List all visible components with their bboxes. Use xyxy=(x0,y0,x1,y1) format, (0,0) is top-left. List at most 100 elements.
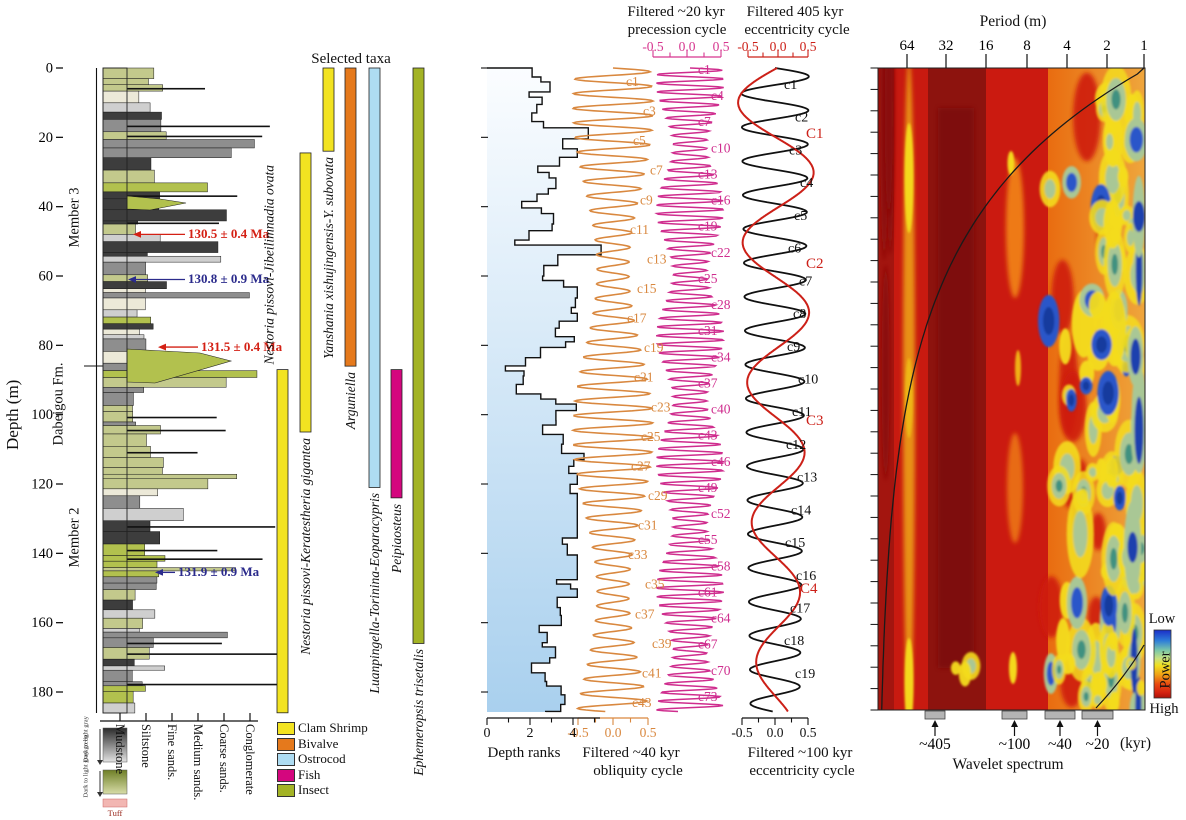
thin-bed-spike xyxy=(127,451,198,454)
legend-swatch-fish xyxy=(277,768,295,782)
tuff-swatch xyxy=(102,798,128,808)
e405-curve xyxy=(737,67,815,713)
lithology-band xyxy=(102,255,222,263)
depth-tick-label: 160 xyxy=(31,615,53,631)
cycle-marker-arrow-head xyxy=(1056,720,1064,727)
obliquity-cycle-label: c27 xyxy=(631,458,651,473)
cone-of-influence-right xyxy=(1095,644,1145,709)
ellipse-shape xyxy=(958,661,972,687)
e405-cycle-label: C4 xyxy=(800,581,818,597)
lithology-band xyxy=(102,433,147,447)
ellipse-shape xyxy=(1104,594,1114,617)
ellipse-shape xyxy=(1121,602,1128,623)
taxon-name: Nestoria pissovi-Keratestheria gigantea xyxy=(297,438,313,655)
mini-axis-tick-label: -0.5 xyxy=(567,725,589,740)
ellipse-shape xyxy=(1127,531,1138,563)
e100-cycle-label: c17 xyxy=(790,602,810,617)
ellipse-shape xyxy=(1102,381,1114,405)
lithology-band xyxy=(102,274,148,282)
depth-ranks-curve xyxy=(487,67,602,713)
period-axis-title: Period (m) xyxy=(979,13,1047,30)
ellipse-shape xyxy=(904,638,914,710)
ellipse-shape xyxy=(1107,631,1119,651)
depth-tick-label: 140 xyxy=(31,546,53,562)
thin-bed-spike xyxy=(127,558,263,560)
mini-axis-tick-label: 0.5 xyxy=(713,39,730,54)
obliquity-cycle-label: c19 xyxy=(644,340,664,355)
depth-axis-label: Depth (m) xyxy=(3,379,22,450)
green-gradient-note: Dark to light gray green xyxy=(82,735,90,798)
taxon-name: Nestoria pissovi-Jibeilimnadia ovata xyxy=(261,164,276,365)
obliquity-cycle-label: c13 xyxy=(647,251,667,266)
lithology-band xyxy=(102,261,146,276)
e100-cycle-label: c15 xyxy=(785,536,805,551)
lithology-band xyxy=(102,309,138,318)
period-tick-label: 64 xyxy=(900,38,916,54)
eccentricity405-header-line1: Filtered 405 kyr xyxy=(746,4,844,20)
legend-swatch-insect xyxy=(277,784,295,798)
colorbar-high-label: High xyxy=(1149,701,1179,717)
ellipse-shape xyxy=(1066,172,1078,192)
e100-cycle-label: c16 xyxy=(796,569,816,584)
ellipse-shape xyxy=(1039,576,1064,638)
ellipse-shape xyxy=(950,661,961,675)
g-shape xyxy=(878,68,1145,710)
taxon-name: Ephemeropsis trisetalis xyxy=(410,649,426,777)
lithology-band xyxy=(102,691,134,704)
lithology-band xyxy=(102,297,146,311)
period-tick-label: 4 xyxy=(1063,38,1071,54)
cycle-marker-label: ~405 xyxy=(919,736,951,753)
period-tick-label: 2 xyxy=(1103,38,1111,54)
mini-axis-tick-label: -0.5 xyxy=(737,39,759,54)
power-colorbar xyxy=(1153,629,1172,699)
obliquity-curve xyxy=(570,67,656,713)
period-tick-label: 1 xyxy=(1140,38,1148,54)
thin-bed-spike xyxy=(127,87,206,90)
wavelet-heatmap xyxy=(878,68,1145,710)
gradient-arrow-head xyxy=(97,792,103,797)
ellipse-shape xyxy=(1042,307,1055,335)
cycle-marker-bar xyxy=(1081,710,1114,720)
lithology-band xyxy=(102,421,136,426)
depth-tick-label: 80 xyxy=(39,338,54,354)
thin-bed-spike xyxy=(127,549,218,552)
obliquity-cycle-label: c41 xyxy=(642,665,662,680)
cycle-marker-label: ~100 xyxy=(999,736,1031,753)
precession-cycle-label: c37 xyxy=(698,375,718,390)
taxon-name: Yanshania xishujingensis-Y. subovata xyxy=(320,157,336,360)
ellipse-shape xyxy=(1116,491,1123,505)
ellipse-shape xyxy=(1007,433,1023,543)
mini-axis-tick-label: 0.5 xyxy=(800,39,817,54)
eccentricity100-caption-line1: Filtered ~100 kyr xyxy=(747,745,853,761)
lithologic-column xyxy=(102,67,281,714)
lithology-band xyxy=(102,473,237,480)
ellipse-shape xyxy=(1015,350,1021,386)
thin-bed-spike xyxy=(127,125,270,128)
ellipse-shape xyxy=(1082,381,1090,391)
formation-label: Dabeigou Fm. xyxy=(50,362,67,446)
lithology-band xyxy=(102,67,155,79)
depth-ranks-caption: Depth ranks xyxy=(487,745,561,761)
precession-cycle-label: c4 xyxy=(711,88,724,103)
legend-swatch-bivalve xyxy=(277,737,295,751)
wavelet-spectrum-caption: Wavelet spectrum xyxy=(952,756,1064,773)
e100-cycle-label: c10 xyxy=(798,372,818,387)
precession-cycle-label: c73 xyxy=(698,689,718,704)
ellipse-shape xyxy=(1095,458,1107,483)
mini-axis-tick-label: 0.0 xyxy=(770,39,787,54)
thin-bed-spike xyxy=(127,195,238,197)
column-outline xyxy=(102,67,128,714)
precession-cycle-label: c13 xyxy=(698,166,718,181)
ellipse-shape xyxy=(1083,691,1089,702)
thin-bed-spike xyxy=(127,653,278,655)
member-2-label: Member 2 xyxy=(66,507,83,568)
precession-cycle-label: c40 xyxy=(711,402,731,417)
precession-cycle-label: c52 xyxy=(711,506,731,521)
colorbar-low-label: Low xyxy=(1148,611,1176,627)
precession-curve xyxy=(654,67,726,713)
period-tick-label: 32 xyxy=(939,38,954,54)
lithology-band xyxy=(102,334,145,340)
ellipse-shape xyxy=(1106,133,1114,150)
ellipse-shape xyxy=(1103,199,1123,249)
lithology-band xyxy=(102,119,162,133)
